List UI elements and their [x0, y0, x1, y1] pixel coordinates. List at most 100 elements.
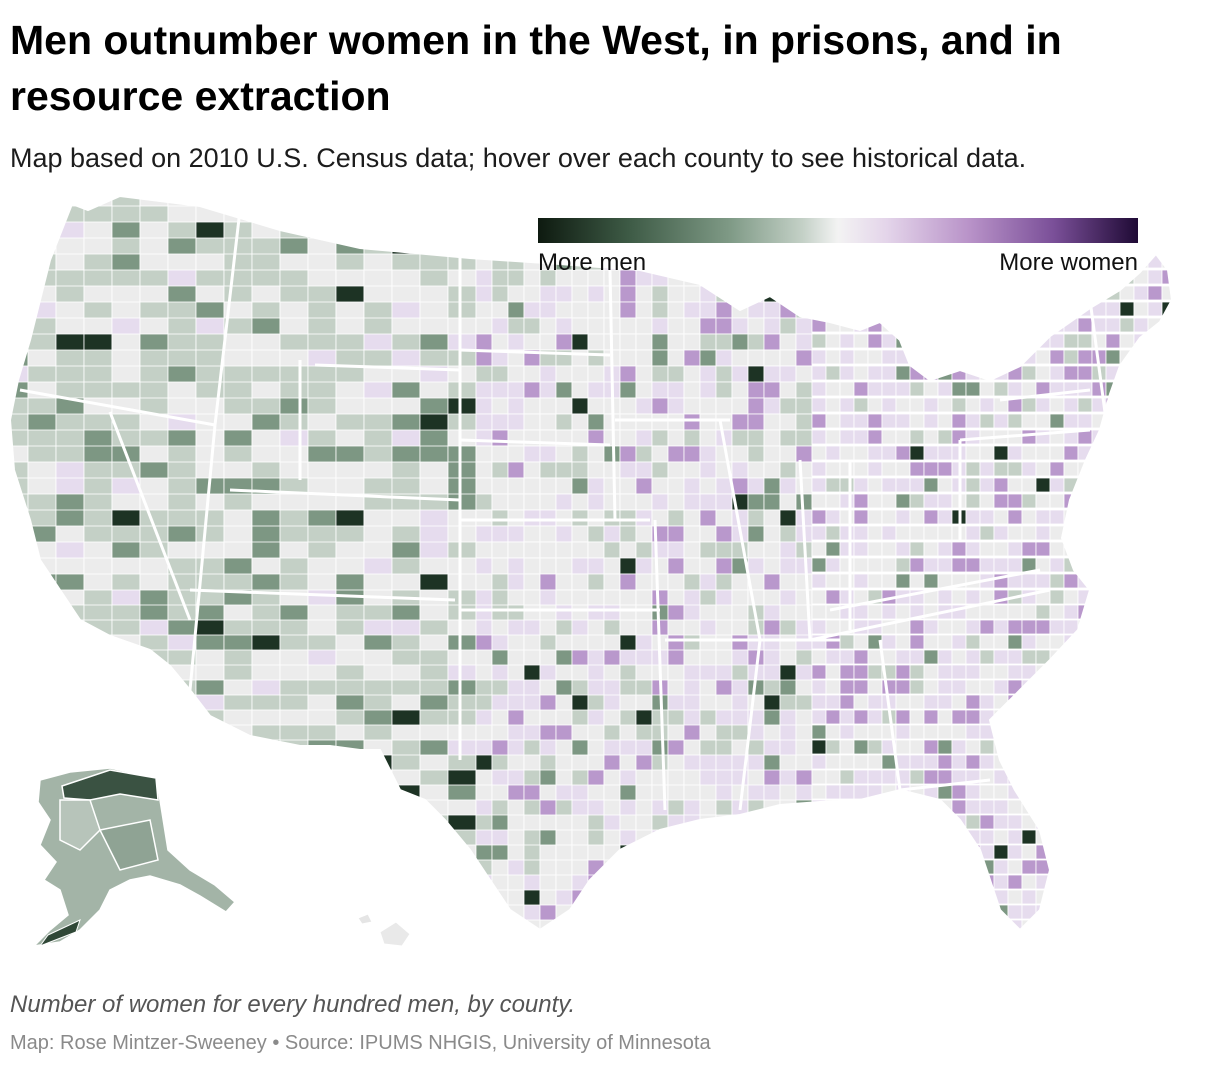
county-cell[interactable]: [523, 844, 541, 862]
county-cell[interactable]: [1049, 589, 1065, 605]
county-cell[interactable]: [1119, 769, 1135, 785]
county-cell[interactable]: [523, 381, 541, 399]
county-cell[interactable]: [895, 649, 911, 665]
county-cell[interactable]: [979, 285, 995, 301]
county-cell[interactable]: [1161, 889, 1176, 905]
county-cell[interactable]: [335, 784, 365, 814]
county-cell[interactable]: [881, 874, 897, 890]
county-cell[interactable]: [839, 301, 855, 317]
county-cell[interactable]: [923, 619, 939, 635]
county-cell[interactable]: [539, 889, 557, 907]
county-cell[interactable]: [587, 889, 605, 907]
county-cell[interactable]: [909, 541, 925, 557]
county-cell[interactable]: [811, 461, 827, 477]
county-cell[interactable]: [1049, 349, 1065, 365]
county-cell[interactable]: [895, 889, 911, 905]
county-cell[interactable]: [635, 365, 653, 383]
county-cell[interactable]: [1035, 333, 1051, 349]
county-cell[interactable]: [853, 365, 869, 381]
county-cell[interactable]: [667, 634, 685, 652]
county-cell[interactable]: [895, 859, 911, 875]
county-cell[interactable]: [587, 904, 605, 922]
county-cell[interactable]: [1133, 285, 1149, 301]
county-cell[interactable]: [923, 709, 939, 725]
county-cell[interactable]: [1105, 679, 1121, 695]
county-cell[interactable]: [715, 509, 733, 527]
county-cell[interactable]: [571, 784, 589, 802]
county-cell[interactable]: [279, 904, 309, 933]
county-cell[interactable]: [1049, 664, 1065, 680]
county-cell[interactable]: [571, 525, 589, 543]
county-cell[interactable]: [555, 724, 573, 742]
county-cell[interactable]: [1091, 679, 1107, 695]
county-cell[interactable]: [881, 509, 897, 525]
county-cell[interactable]: [1176, 222, 1190, 236]
county-cell[interactable]: [881, 919, 897, 934]
county-cell[interactable]: [795, 874, 813, 892]
county-cell[interactable]: [881, 557, 897, 573]
county-cell[interactable]: [1063, 604, 1079, 620]
county-cell[interactable]: [635, 769, 653, 787]
county-cell[interactable]: [391, 190, 421, 219]
county-cell[interactable]: [619, 381, 637, 399]
county-cell[interactable]: [27, 634, 57, 664]
county-cell[interactable]: [1106, 935, 1120, 949]
county-cell[interactable]: [1105, 573, 1121, 589]
county-cell[interactable]: [779, 874, 797, 892]
county-cell[interactable]: [747, 904, 765, 922]
county-cell[interactable]: [475, 525, 493, 543]
county-cell[interactable]: [881, 754, 897, 770]
county-cell[interactable]: [1049, 889, 1065, 905]
county-cell[interactable]: [1176, 680, 1190, 694]
county-cell[interactable]: [1147, 844, 1163, 860]
county-cell[interactable]: [523, 573, 541, 591]
county-cell[interactable]: [1105, 919, 1121, 934]
county-cell[interactable]: [1176, 740, 1190, 754]
county-cell[interactable]: [965, 634, 981, 650]
county-cell[interactable]: [1147, 541, 1163, 557]
county-cell[interactable]: [699, 493, 717, 511]
county-cell[interactable]: [937, 904, 953, 920]
county-cell[interactable]: [491, 221, 509, 239]
county-cell[interactable]: [1176, 494, 1190, 508]
county-cell[interactable]: [1077, 349, 1093, 365]
county-cell[interactable]: [83, 709, 113, 739]
county-cell[interactable]: [523, 889, 541, 907]
county-cell[interactable]: [965, 509, 981, 525]
county-cell[interactable]: [111, 664, 141, 694]
county-cell[interactable]: [27, 664, 57, 694]
county-cell[interactable]: [1105, 874, 1121, 890]
county-cell[interactable]: [993, 724, 1009, 740]
county-cell[interactable]: [993, 874, 1009, 890]
county-cell[interactable]: [0, 784, 29, 814]
county-cell[interactable]: [1021, 509, 1037, 525]
county-cell[interactable]: [555, 814, 573, 832]
county-cell[interactable]: [1077, 694, 1093, 710]
county-cell[interactable]: [587, 844, 605, 862]
county-cell[interactable]: [779, 754, 797, 772]
county-cell[interactable]: [1063, 525, 1079, 541]
county-cell[interactable]: [937, 799, 953, 815]
county-cell[interactable]: [475, 509, 493, 527]
county-cell[interactable]: [747, 381, 765, 399]
county-cell[interactable]: [475, 429, 493, 447]
county-cell[interactable]: [0, 754, 29, 784]
county-cell[interactable]: [979, 509, 995, 525]
county-cell[interactable]: [937, 493, 953, 509]
county-cell[interactable]: [779, 664, 797, 682]
county-cell[interactable]: [909, 190, 925, 205]
county-cell[interactable]: [1091, 525, 1107, 541]
county-cell[interactable]: [1063, 709, 1079, 725]
county-cell[interactable]: [307, 724, 337, 754]
county-cell[interactable]: [539, 285, 557, 303]
county-cell[interactable]: [825, 754, 841, 770]
county-cell[interactable]: [1077, 889, 1093, 905]
county-cell[interactable]: [1147, 889, 1163, 905]
county-cell[interactable]: [937, 724, 953, 740]
county-cell[interactable]: [1133, 317, 1149, 333]
county-cell[interactable]: [923, 889, 939, 905]
county-cell[interactable]: [1021, 429, 1037, 445]
county-cell[interactable]: [979, 317, 995, 333]
county-cell[interactable]: [1063, 285, 1079, 301]
county-cell[interactable]: [825, 814, 841, 830]
